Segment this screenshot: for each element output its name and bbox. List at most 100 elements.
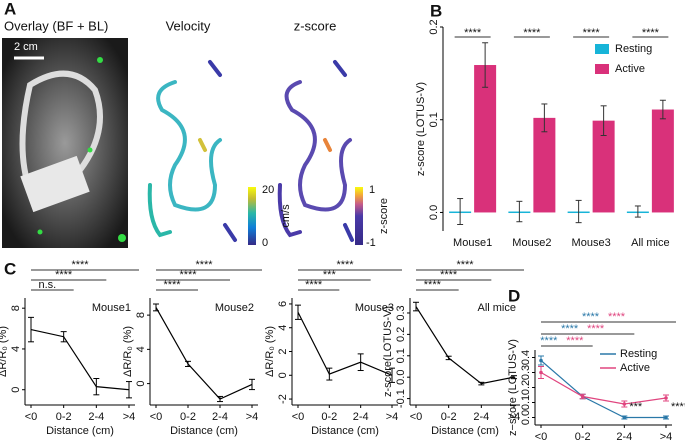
y-tick-label: 0 xyxy=(10,387,22,393)
marker xyxy=(664,415,668,420)
line xyxy=(415,306,515,385)
panel-label: B xyxy=(430,1,442,20)
y-tick-label: 0.2 xyxy=(395,327,407,342)
x-tick-label: 2-4 xyxy=(212,411,228,423)
bracket-label: *** xyxy=(323,269,337,281)
bracket-label: **** xyxy=(336,259,354,271)
y-axis-label: z−score (LOTUS-V) xyxy=(507,339,519,436)
x-tick-label: 0-2 xyxy=(575,431,591,443)
x-tick-label: <0 xyxy=(150,411,163,423)
legend-swatch xyxy=(595,44,609,54)
marker xyxy=(664,396,668,400)
trajectory xyxy=(147,60,354,242)
y-tick-label: 0.2 xyxy=(520,380,532,395)
bracket-label: **** xyxy=(587,323,605,335)
bracket-label: **** xyxy=(195,259,213,271)
chart-annotation: All mice xyxy=(477,302,516,314)
bracket-label: **** xyxy=(540,335,558,347)
y-tick-label: 0 xyxy=(277,372,289,378)
line xyxy=(30,329,130,391)
bracket-label: **** xyxy=(163,279,181,291)
x-tick-label: Mouse3 xyxy=(572,237,611,249)
y-tick-label: 0.1 xyxy=(520,395,532,410)
chart-annotation: Mouse1 xyxy=(92,302,131,314)
x-tick-label: <0 xyxy=(25,411,38,423)
bracket-label: **** xyxy=(424,279,442,291)
significance-label: **** xyxy=(583,27,601,39)
image-title: Overlay (BF + BL) xyxy=(4,18,108,33)
x-axis-label: Distance (cm) xyxy=(431,425,499,437)
bracket-label: **** xyxy=(71,259,89,271)
x-tick-label: 2-4 xyxy=(473,411,489,423)
y-axis-label: z-score (LOTUS-V) xyxy=(415,82,427,176)
significance-label: **** xyxy=(464,27,482,39)
y-tick-label: 0 xyxy=(135,381,147,387)
line xyxy=(297,311,393,376)
image-title: Velocity xyxy=(166,18,211,33)
colorbar-min: -1 xyxy=(366,237,376,249)
y-tick-label: 6 xyxy=(277,301,289,307)
x-tick-label: <0 xyxy=(292,411,305,423)
y-tick-label: 0.1 xyxy=(395,348,407,363)
y-tick-label: 0.3 xyxy=(520,365,532,380)
bar xyxy=(592,120,615,213)
marker xyxy=(539,370,543,375)
marker xyxy=(622,415,627,420)
x-tick-label: >4 xyxy=(246,411,259,423)
x-tick-label: <0 xyxy=(535,431,548,443)
bar xyxy=(651,109,674,213)
y-tick-label: 0.0 xyxy=(395,370,407,385)
y-tick-label: 4 xyxy=(277,325,289,331)
x-tick-label: Mouse2 xyxy=(512,237,551,249)
chart-annotation: Mouse2 xyxy=(215,302,254,314)
x-tick-label: All mice xyxy=(631,237,670,249)
marker xyxy=(580,394,585,399)
legend-label: Resting xyxy=(615,43,652,55)
y-axis-label: ΔR/R₀ (%) xyxy=(264,326,276,377)
colorbar-label: z-score xyxy=(378,198,390,234)
panel-label: D xyxy=(508,286,520,305)
bracket-label: **** xyxy=(456,259,474,271)
significance-label: *** xyxy=(629,401,643,413)
significance-label: **** xyxy=(671,401,685,413)
y-tick-label: 0.0 xyxy=(428,205,440,220)
overlay-image xyxy=(2,38,128,248)
y-tick-label: 8 xyxy=(10,305,22,311)
colorbar-label: cm/s xyxy=(280,204,292,228)
bracket-label: **** xyxy=(608,311,626,323)
legend-label: Active xyxy=(615,63,645,75)
x-tick-label: 2-4 xyxy=(88,411,104,423)
bar xyxy=(474,65,497,213)
bracket-label: **** xyxy=(179,269,197,281)
panel-label: A xyxy=(4,0,16,18)
x-tick-label: 2-4 xyxy=(616,431,632,443)
y-axis-label: z-score(LOTUS-V) xyxy=(382,306,394,397)
y-axis-label: ΔR/R₀ (%) xyxy=(0,326,9,377)
marker xyxy=(539,358,543,363)
x-axis-label: Distance (cm) xyxy=(170,425,238,437)
y-tick-label: 0.2 xyxy=(428,19,440,34)
x-tick-label: >4 xyxy=(508,411,521,423)
bar xyxy=(533,117,556,213)
legend-label: Active xyxy=(620,362,650,374)
colorbar xyxy=(355,187,363,245)
y-tick-label: -2 xyxy=(277,394,289,404)
x-tick-label: >4 xyxy=(660,431,673,443)
panel-label: C xyxy=(4,259,16,278)
x-tick-label: 0-2 xyxy=(441,411,457,423)
marker xyxy=(622,402,627,406)
legend-swatch xyxy=(595,64,609,74)
y-tick-label: 8 xyxy=(135,312,147,318)
x-axis-label: Distance (cm) xyxy=(311,425,379,437)
legend-label: Resting xyxy=(620,348,657,360)
y-tick-label: 0.1 xyxy=(428,112,440,127)
y-tick-label: 4 xyxy=(135,346,147,352)
bracket-label: **** xyxy=(440,269,458,281)
bracket-label: n.s. xyxy=(38,279,56,291)
y-tick-label: -0.1 xyxy=(395,389,407,408)
bracket-label: **** xyxy=(582,311,600,323)
x-tick-label: >4 xyxy=(123,411,136,423)
y-tick-label: 4 xyxy=(10,346,22,352)
y-tick-label: 0.3 xyxy=(395,305,407,320)
